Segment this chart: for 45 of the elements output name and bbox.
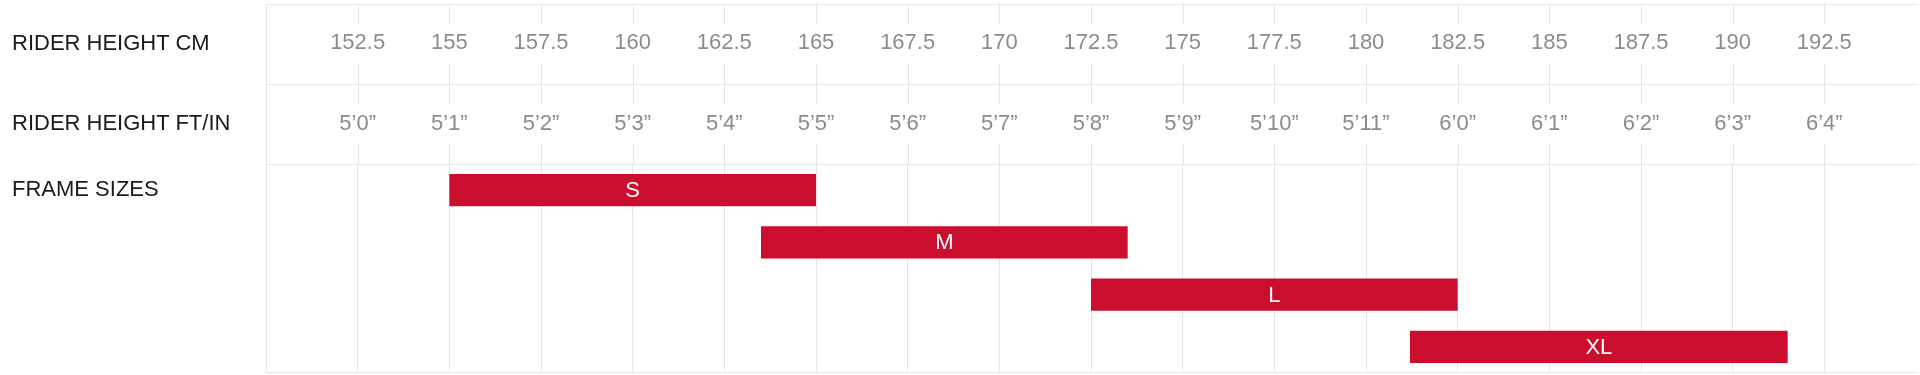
bar [449,173,816,207]
x-tick-label: 160 [614,28,652,54]
x-tick-label: 152.5 [330,28,386,54]
x-tick-label: 190 [1714,28,1752,54]
x-tick-label: 187.5 [1613,28,1669,54]
text: 5’4” [705,110,743,136]
text: 5’9” [1164,110,1202,136]
x-tick-label: 155 [430,28,468,54]
x-tick-label: 185 [1530,28,1568,54]
bar [1410,330,1788,364]
x-tick-label: 177.5 [1246,28,1302,54]
y-tick-label: XL [1585,333,1613,359]
text: 5’2” [522,110,560,136]
text: 5’7” [980,110,1018,136]
x-tick-label: 157.5 [513,28,569,54]
bar [1091,278,1458,311]
text: 5’1” [430,110,468,136]
x-tick-label: 192.5 [1796,28,1852,54]
text: 5’0” [339,110,377,136]
x2-axis-title: RIDER HEIGHT FT/IN [12,110,231,136]
text: 5’5” [797,110,835,136]
x-tick-label: 175 [1164,28,1202,54]
text: 5’8” [1072,110,1110,136]
x-tick-label: 165 [797,28,835,54]
text: 5’10” [1249,110,1299,136]
x-tick-label: 172.5 [1063,28,1119,54]
y-tick-label: S [625,177,641,203]
x-axis-title: RIDER HEIGHT CM [12,30,210,56]
x-tick-label: 167.5 [880,28,936,54]
text: 6’0” [1439,110,1477,136]
bar [761,226,1128,259]
text: 6’1” [1530,110,1568,136]
y-axis-title: FRAME SIZES [12,176,159,202]
text: 5’11” [1342,110,1390,136]
text: 5’3” [614,110,652,136]
text: 6’2” [1622,110,1660,136]
x-tick-label: 182.5 [1430,28,1486,54]
x-tick-label: 162.5 [696,28,752,54]
x-tick-label: 170 [980,28,1018,54]
y-tick-label: M [935,229,954,255]
text: 6’3” [1714,110,1752,136]
y-tick-label: L [1268,281,1281,307]
x-tick-label: 180 [1347,28,1385,54]
text: 5’6” [889,110,927,136]
text: 6’4” [1805,110,1843,136]
